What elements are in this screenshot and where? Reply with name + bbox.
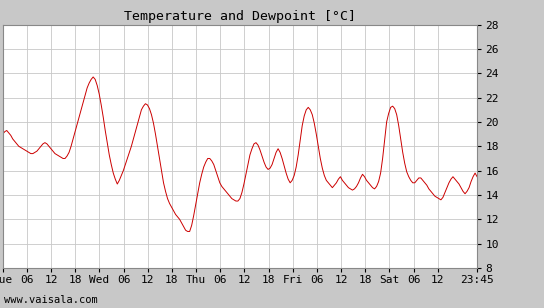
Text: www.vaisala.com: www.vaisala.com	[4, 295, 98, 305]
Title: Temperature and Dewpoint [°C]: Temperature and Dewpoint [°C]	[124, 10, 356, 23]
